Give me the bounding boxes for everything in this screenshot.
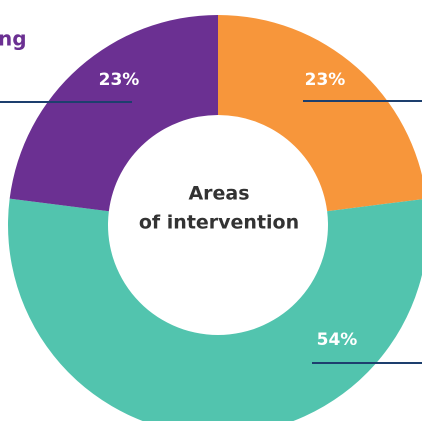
center-label: of intervention — [139, 212, 299, 234]
value-label: 23% — [99, 70, 140, 90]
chart-title: ng — [0, 27, 27, 51]
donut-slice — [9, 15, 218, 212]
donut-slice — [8, 198, 422, 421]
value-label: 23% — [305, 70, 346, 90]
center-label: Areas — [188, 183, 249, 205]
donut — [8, 15, 422, 421]
value-label: 54% — [317, 330, 358, 350]
donut-slice — [218, 15, 422, 212]
